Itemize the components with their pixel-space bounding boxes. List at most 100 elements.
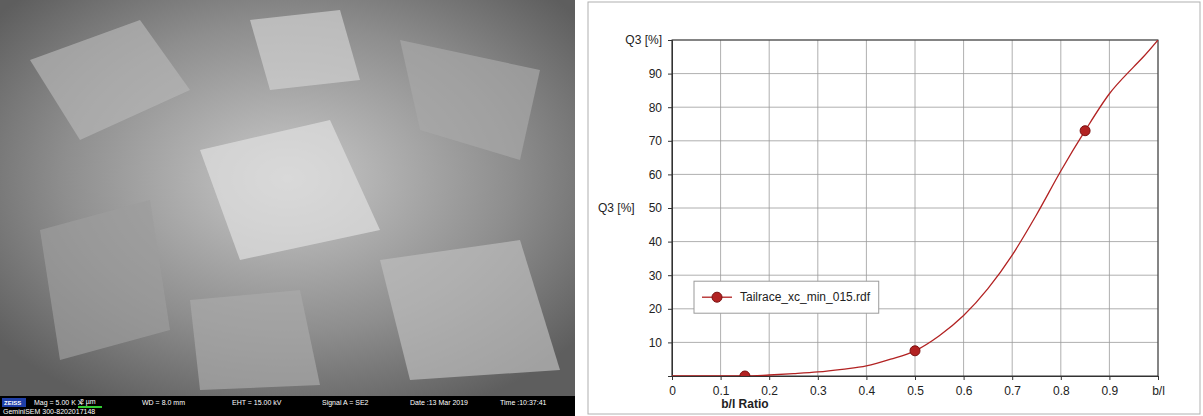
x-axis-title: b/l Ratio bbox=[721, 397, 768, 411]
y-tick-mark bbox=[668, 275, 672, 276]
grid-line-y bbox=[672, 275, 1158, 276]
grid bbox=[672, 40, 1158, 376]
sem-magnification: Mag = 5.00 K X bbox=[34, 399, 83, 407]
y-tick-label: Q3 [%] bbox=[625, 33, 662, 47]
legend: Tailrace_xc_min_015.rdf bbox=[694, 281, 879, 313]
y-tick-label: 90 bbox=[649, 67, 663, 81]
x-tick-label: 0.2 bbox=[761, 384, 778, 398]
x-tick-mark bbox=[769, 376, 770, 380]
y-tick-label: 20 bbox=[649, 302, 663, 316]
y-tick: 20 bbox=[649, 302, 672, 316]
sem-texture bbox=[30, 20, 190, 140]
x-tick-label: 0.8 bbox=[1053, 384, 1070, 398]
x-tick-mark bbox=[818, 376, 819, 380]
y-axis-title: Q3 [%] bbox=[598, 201, 635, 215]
x-tick: 0 bbox=[669, 376, 676, 398]
y-tick-mark bbox=[668, 174, 672, 175]
data-layer bbox=[672, 40, 1158, 376]
x-tick: 0.8 bbox=[1053, 376, 1070, 398]
x-tick: 0.3 bbox=[810, 376, 827, 398]
sem-date: Date :13 Mar 2019 bbox=[410, 399, 468, 406]
x-tick: 0.6 bbox=[956, 376, 973, 398]
sem-texture bbox=[190, 290, 320, 390]
y-tick-mark bbox=[668, 242, 672, 243]
y-tick: 60 bbox=[649, 168, 672, 182]
grid-line-y bbox=[672, 241, 1158, 242]
x-tick: 0.7 bbox=[1004, 376, 1021, 398]
y-tick-mark bbox=[668, 309, 672, 310]
x-tick: b/l bbox=[1152, 376, 1165, 398]
y-tick-mark bbox=[668, 208, 672, 209]
y-tick-label: 80 bbox=[649, 101, 663, 115]
sem-logo: ZEISS bbox=[4, 400, 21, 406]
legend-box bbox=[694, 281, 879, 313]
x-tick: 0.4 bbox=[859, 376, 876, 398]
page: ZEISS Mag = 5.00 K X2 µm WD = 8.0 mm EHT = … bbox=[0, 0, 1203, 416]
y-tick: 80 bbox=[649, 101, 672, 115]
x-axis-line bbox=[673, 377, 1159, 381]
data-marker bbox=[1080, 126, 1090, 136]
x-tick-label: 0.5 bbox=[907, 384, 924, 398]
data-marker bbox=[910, 346, 920, 356]
data-line bbox=[672, 40, 1158, 376]
x-tick: 0.5 bbox=[907, 376, 924, 398]
sem-instrument: GeminiSEM 300-8202017148 bbox=[3, 408, 95, 415]
sem-info-bar bbox=[0, 396, 575, 416]
x-tick: 0.9 bbox=[1102, 376, 1119, 398]
x-tick-label: 0.3 bbox=[810, 384, 827, 398]
sem-working-distance: WD = 8.0 mm bbox=[142, 399, 185, 406]
x-tick-label: 0.4 bbox=[859, 384, 876, 398]
grid-line-y bbox=[672, 140, 1158, 141]
x-axis: 0 0.1 0.2 0.3 0.4 0.5 0.6 0.7 0.8 0.9 b/l bbox=[669, 376, 1165, 398]
sem-texture bbox=[400, 40, 540, 160]
y-tick: 10 bbox=[649, 336, 672, 350]
legend-label: Tailrace_xc_min_015.rdf bbox=[740, 290, 871, 304]
x-tick-label: 0.1 bbox=[713, 384, 730, 398]
y-tick-label: 70 bbox=[649, 134, 663, 148]
x-tick-mark bbox=[721, 376, 722, 380]
y-tick: 50 bbox=[649, 201, 672, 215]
y-tick-mark bbox=[668, 342, 672, 343]
x-tick-mark bbox=[915, 376, 916, 380]
x-tick-label: 0.9 bbox=[1102, 384, 1119, 398]
x-tick: 0.2 bbox=[761, 376, 778, 398]
y-tick: 30 bbox=[649, 269, 672, 283]
sem-time: Time :10:37:41 bbox=[500, 399, 547, 406]
y-tick: 70 bbox=[649, 134, 672, 148]
sem-signal: Signal A = SE2 bbox=[322, 399, 369, 407]
grid-line-y bbox=[672, 174, 1158, 175]
sem-texture bbox=[380, 240, 560, 380]
x-tick-mark bbox=[964, 376, 965, 380]
y-tick-label: 30 bbox=[649, 269, 663, 283]
y-tick: 90 bbox=[649, 67, 672, 81]
y-tick-mark bbox=[668, 74, 672, 75]
y-tick-mark bbox=[668, 107, 672, 108]
y-tick-label: 60 bbox=[649, 168, 663, 182]
grid-line-y bbox=[672, 208, 1158, 209]
sem-image bbox=[0, 0, 575, 396]
x-tick-mark bbox=[1012, 376, 1013, 380]
x-tick-label: 0 bbox=[669, 384, 676, 398]
grid-line-y bbox=[672, 73, 1158, 74]
y-tick: Q3 [%] bbox=[625, 33, 672, 47]
x-tick-mark bbox=[866, 376, 867, 380]
chart-frame bbox=[588, 2, 1200, 414]
y-tick-label: 40 bbox=[649, 235, 663, 249]
sem-panel: ZEISS Mag = 5.00 K X2 µm WD = 8.0 mm EHT = … bbox=[0, 0, 575, 416]
x-tick-label: b/l bbox=[1152, 384, 1165, 398]
y-tick-label: 50 bbox=[649, 201, 663, 215]
y-tick-mark bbox=[668, 141, 672, 142]
sem-texture bbox=[250, 10, 360, 90]
x-tick-label: 0.6 bbox=[956, 384, 973, 398]
sem-texture bbox=[200, 120, 380, 260]
x-tick-mark bbox=[1061, 376, 1062, 380]
data-marker bbox=[740, 371, 750, 376]
grid-line-y bbox=[672, 342, 1158, 343]
grid-line-y bbox=[672, 107, 1158, 108]
sem-scale-bar bbox=[78, 406, 102, 408]
x-tick: 0.1 bbox=[713, 376, 730, 398]
sem-eht: EHT = 15.00 kV bbox=[232, 399, 282, 406]
x-tick-mark bbox=[1158, 376, 1159, 380]
sem-logo-box bbox=[2, 398, 26, 407]
sem-scale-label: 2 µm bbox=[80, 398, 96, 406]
